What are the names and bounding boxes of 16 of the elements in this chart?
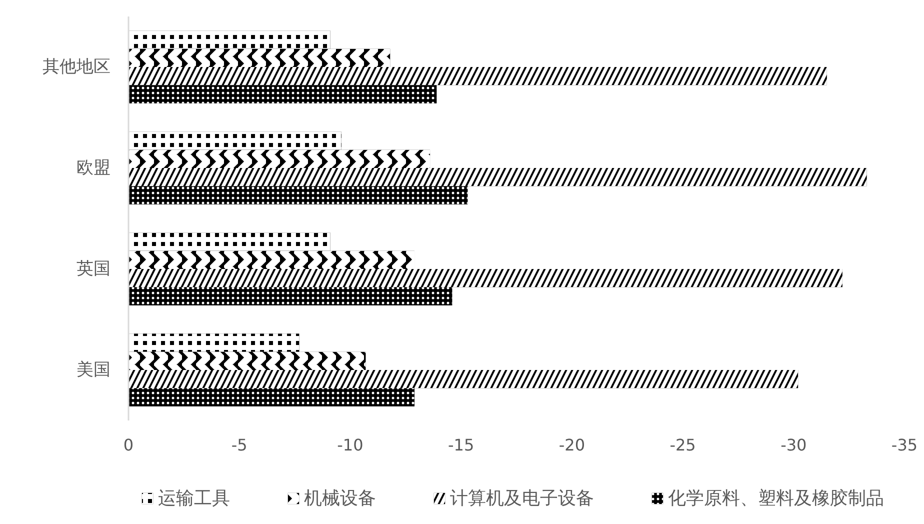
legend-label: 化学原料、塑料及橡胶制品: [668, 487, 884, 510]
x-tick-label: -30: [780, 436, 807, 454]
x-tick-label: -5: [231, 436, 248, 454]
y-tick-label: 欧盟: [76, 158, 110, 178]
y-tick-label: 美国: [76, 360, 110, 380]
legend-label: 机械设备: [304, 487, 376, 510]
x-tick-label: -35: [891, 436, 918, 454]
legend-label: 运输工具: [158, 487, 230, 510]
x-tick-label: -20: [558, 436, 586, 454]
legend-label: 计算机及电子设备: [450, 487, 594, 510]
y-tick-label: 其他地区: [42, 57, 110, 77]
x-tick-label: 0: [123, 436, 134, 454]
x-tick-label: -25: [670, 436, 696, 454]
y-tick-label: 英国: [76, 259, 110, 279]
x-tick-label: -10: [337, 436, 364, 454]
x-tick-label: -15: [448, 436, 474, 454]
